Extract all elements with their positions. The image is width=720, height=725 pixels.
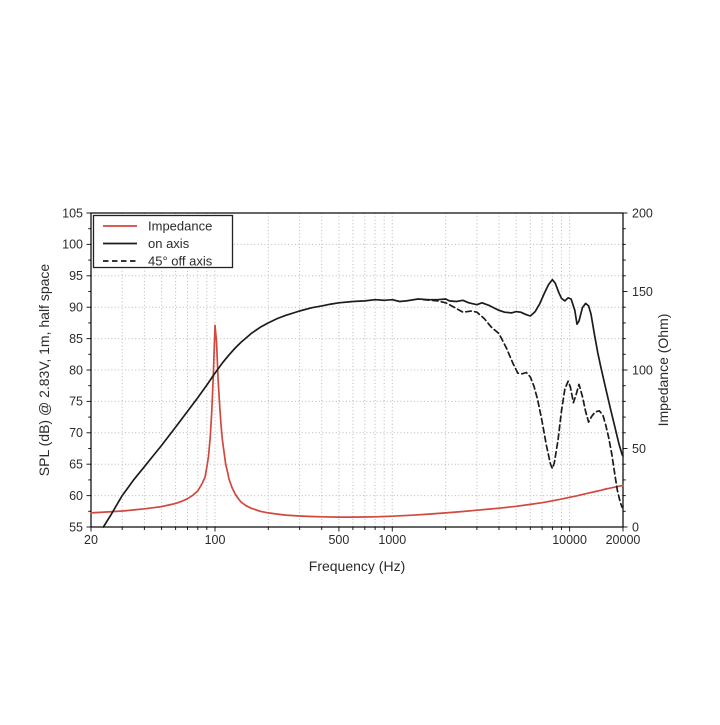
series-curves xyxy=(90,278,624,528)
y-right-tick-label: 100 xyxy=(632,363,653,377)
y-left-tick-label: 75 xyxy=(69,395,83,409)
y-left-tick-label: 70 xyxy=(69,426,83,440)
plot-grid xyxy=(91,213,623,527)
y-right-tick-label: 0 xyxy=(632,520,639,534)
y-right-axis-title: Impedance (Ohm) xyxy=(655,314,671,427)
x-tick-label: 10000 xyxy=(552,533,587,547)
impedance-curve xyxy=(90,324,624,518)
plot-border xyxy=(90,212,624,528)
axis-tick-labels: 20 100 500 1000 10000 20000556065707580859095… xyxy=(62,206,653,547)
y-left-axis-title: SPL (dB) @ 2.83V, 1m, half space xyxy=(36,264,52,477)
y-left-tick-label: 105 xyxy=(62,206,83,220)
y-left-tick-label: 90 xyxy=(69,301,83,315)
x-tick-label: 20000 xyxy=(606,533,641,547)
legend-label-2: on axis xyxy=(148,236,190,251)
x-tick-label: 100 xyxy=(205,533,226,547)
legend-label-3: 45° off axis xyxy=(148,254,213,269)
y-left-tick-label: 85 xyxy=(69,332,83,346)
y-right-tick-label: 150 xyxy=(632,285,653,299)
y-left-tick-label: 95 xyxy=(69,269,83,283)
on-axis-curve xyxy=(102,278,624,528)
x-axis-title: Frequency (Hz) xyxy=(309,558,405,574)
legend: Impedance on axis 45° off axis xyxy=(92,214,234,269)
y-left-tick-label: 55 xyxy=(69,520,83,534)
plot-spines xyxy=(90,212,624,528)
y-right-tick-label: 200 xyxy=(632,206,653,220)
legend-label-1: Impedance xyxy=(148,219,212,234)
x-tick-label: 1000 xyxy=(378,533,406,547)
y-left-tick-label: 80 xyxy=(69,363,83,377)
y-left-tick-label: 60 xyxy=(69,489,83,503)
45-off-axis-curve xyxy=(422,298,624,509)
y-left-tick-label: 65 xyxy=(69,458,83,472)
x-tick-label: 20 xyxy=(84,533,98,547)
x-tick-label: 500 xyxy=(328,533,349,547)
legend-box xyxy=(92,214,234,269)
y-left-tick-label: 100 xyxy=(62,238,83,252)
y-right-tick-label: 50 xyxy=(632,442,646,456)
